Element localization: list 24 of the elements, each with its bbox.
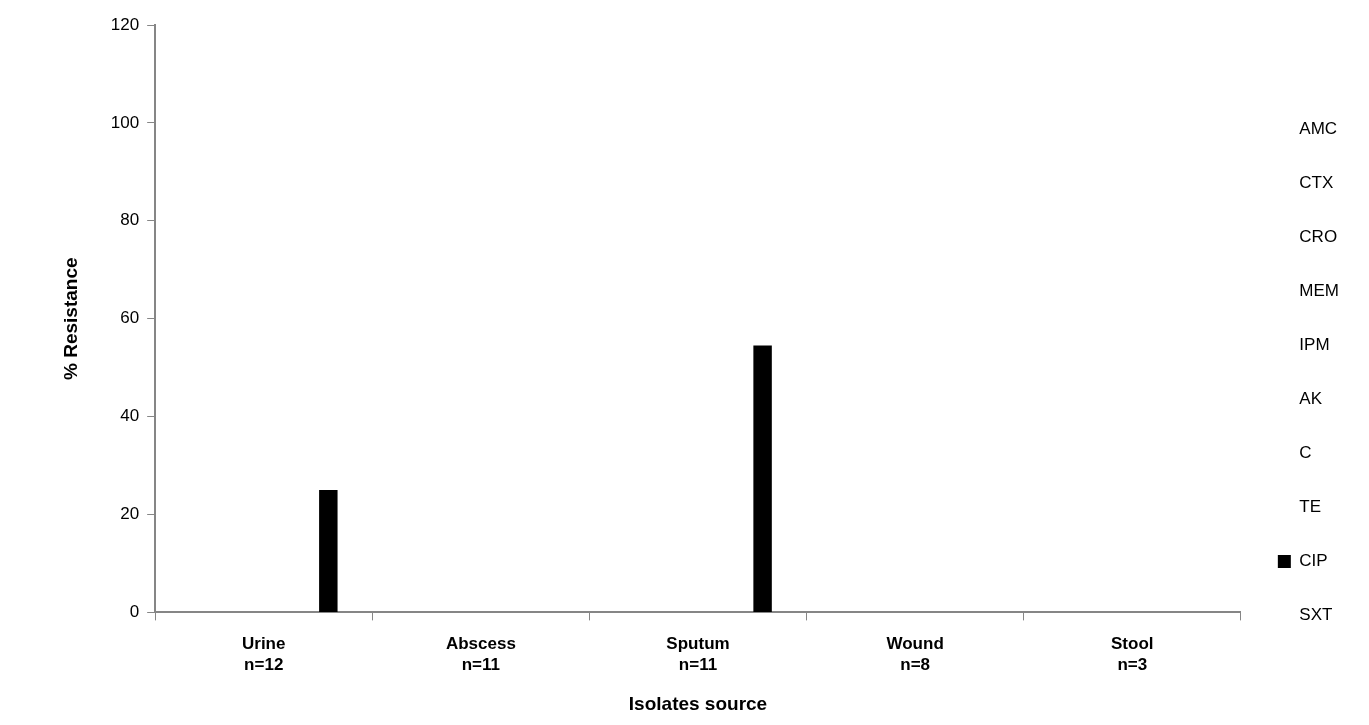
legend-label: CIP <box>1299 551 1328 571</box>
x-tick-label: Wound n=8 <box>886 634 944 674</box>
y-tick-label: 120 <box>110 14 140 34</box>
text: CRO <box>1299 227 1338 247</box>
x-tick-label: Sputum n=11 <box>666 634 730 674</box>
x-tick-label: Stool n=3 <box>1111 634 1154 674</box>
text: C <box>1299 443 1312 463</box>
y-tick-label: 40 <box>120 406 140 426</box>
y-axis-title: % Resistance <box>59 257 81 380</box>
y-tick-label: 20 <box>120 504 140 524</box>
y-tick-label: 0 <box>129 602 140 622</box>
x-tick-label: Abscess n=11 <box>445 634 516 674</box>
y-tick-label: 100 <box>110 112 140 132</box>
text: IPM <box>1299 335 1330 355</box>
text: MEM <box>1299 281 1340 301</box>
y-tick-label: 80 <box>120 210 140 230</box>
x-tick-label: Urine n=12 <box>242 634 286 674</box>
text: TE <box>1299 497 1322 517</box>
text: AK <box>1299 389 1323 409</box>
y-tick-label: 60 <box>120 308 140 328</box>
text: AMC <box>1299 119 1338 139</box>
text: SXT <box>1299 605 1333 625</box>
text: CTX <box>1299 173 1334 193</box>
x-axis-title: Isolates source <box>628 692 768 714</box>
